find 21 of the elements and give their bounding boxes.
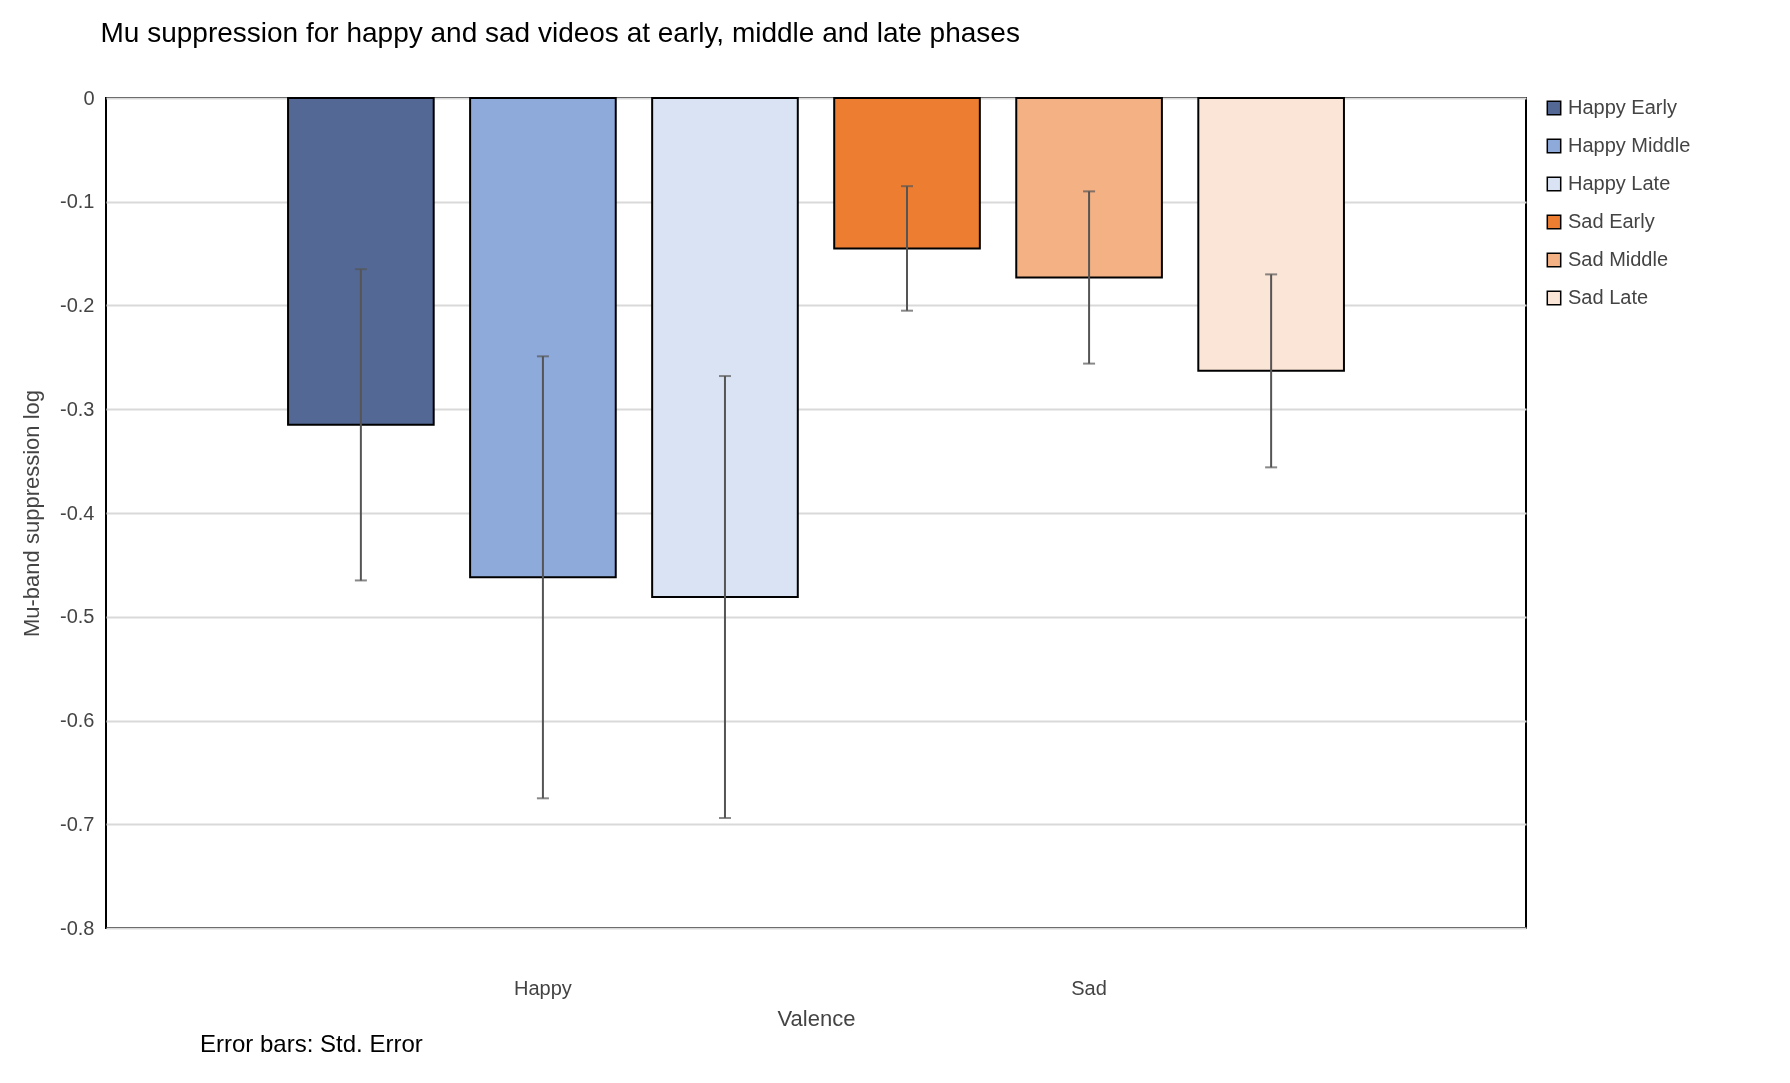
x-tick-label: Sad — [1071, 976, 1107, 999]
legend-label: Happy Middle — [1568, 134, 1691, 156]
y-tick-label: -0.3 — [60, 397, 95, 420]
y-tick-label: -0.2 — [60, 294, 95, 316]
y-tick-label: -0.5 — [60, 605, 95, 628]
y-axis-title: Mu-band suppression log — [19, 389, 45, 638]
chart-title: Mu suppression for happy and sad videos at early, middle and late phases — [100, 17, 1020, 48]
y-tick-label: 0 — [83, 86, 95, 109]
legend-label: Happy Late — [1568, 172, 1671, 194]
legend-label: Sad Late — [1568, 286, 1649, 308]
y-tick-label: -0.1 — [60, 190, 95, 213]
y-tick-label: -0.8 — [60, 916, 95, 939]
y-tick-label: -0.6 — [60, 709, 95, 731]
text: Error bars: Std. Error — [200, 1030, 423, 1058]
legend-label: Sad Early — [1568, 210, 1655, 232]
legend-label: Sad Middle — [1568, 248, 1669, 270]
y-tick-label: -0.4 — [60, 501, 95, 524]
x-axis-title: Valence — [777, 1005, 856, 1031]
legend-label: Happy Early — [1568, 96, 1677, 118]
y-tick-label: -0.7 — [60, 812, 95, 835]
x-tick-label: Happy — [514, 976, 572, 999]
